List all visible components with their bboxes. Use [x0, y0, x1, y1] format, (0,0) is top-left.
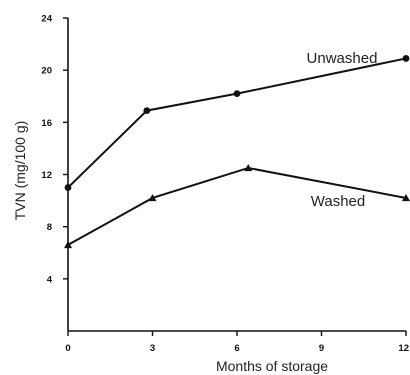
series-label-washed: Washed [311, 193, 365, 210]
data-point-unwashed [402, 55, 410, 62]
x-tick-label: 9 [319, 343, 324, 354]
series-labels: Unwashed Washed [307, 50, 378, 210]
y-tick-label: 4 [47, 274, 53, 285]
series-label-unwashed: Unwashed [307, 50, 378, 67]
x-tick-label: 6 [234, 343, 239, 354]
y-tick-label: 16 [41, 118, 52, 129]
data-point-unwashed [233, 90, 241, 98]
y-tick-label: 20 [41, 66, 52, 77]
x-axis-title: Months of storage [216, 358, 328, 374]
y-tick-label: 12 [41, 170, 52, 181]
data-point-washed [244, 163, 253, 172]
x-tick-label: 12 [398, 343, 409, 354]
data-point-washed [148, 193, 157, 202]
data-point-unwashed [143, 107, 151, 114]
series-line-unwashed [67, 57, 407, 189]
x-axis-ticks: 0 3 6 9 12 [65, 331, 409, 354]
data-point-unwashed [64, 184, 72, 191]
y-tick-label: 24 [41, 14, 52, 25]
y-tick-label: 8 [47, 222, 52, 233]
y-axis-title: TVN (mg/100 g) [12, 121, 28, 221]
series-line-washed [67, 166, 407, 246]
x-tick-label: 3 [150, 343, 155, 354]
y-axis-ticks: 4 8 12 16 20 24 [41, 14, 68, 285]
data-point-washed [64, 240, 72, 249]
data-point-washed [402, 193, 410, 202]
series-group [64, 55, 410, 249]
x-tick-label: 0 [65, 343, 70, 354]
